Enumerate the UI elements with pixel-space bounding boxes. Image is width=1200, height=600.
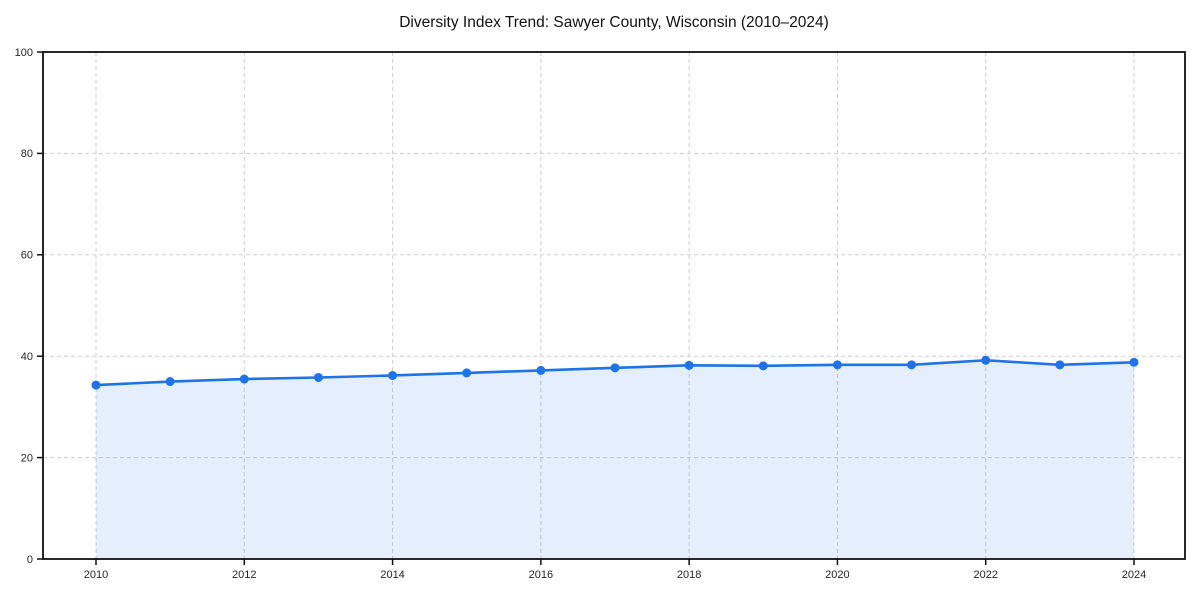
x-tick-label: 2018 bbox=[677, 569, 701, 581]
data-point-2013 bbox=[313, 372, 323, 382]
y-tick-label: 40 bbox=[21, 351, 33, 363]
x-tick-label: 2014 bbox=[380, 569, 404, 581]
data-point-2010 bbox=[91, 380, 101, 390]
data-point-2015 bbox=[462, 368, 472, 378]
plot-spines bbox=[42, 51, 1186, 560]
y-tick-label: 20 bbox=[21, 452, 33, 464]
data-point-2016 bbox=[536, 365, 546, 375]
data-point-2024 bbox=[1129, 357, 1139, 367]
data-point-2022 bbox=[981, 355, 991, 365]
x-tick-label: 2022 bbox=[973, 569, 997, 581]
x-tick-label: 2024 bbox=[1122, 569, 1146, 581]
data-point-2017 bbox=[610, 363, 620, 373]
y-tick-label: 60 bbox=[21, 250, 33, 262]
y-tick-label: 0 bbox=[27, 554, 33, 566]
grid-layer bbox=[43, 52, 1185, 559]
series-area-fill bbox=[96, 360, 1134, 559]
marker-layer bbox=[91, 355, 1139, 390]
x-tick-label: 2010 bbox=[84, 569, 108, 581]
data-point-2023 bbox=[1055, 360, 1065, 370]
data-point-2021 bbox=[907, 360, 917, 370]
axes-layer bbox=[42, 51, 1186, 560]
x-tick-label: 2016 bbox=[529, 569, 553, 581]
y-tick-label: 100 bbox=[15, 47, 33, 59]
tick-layer bbox=[37, 51, 1135, 565]
chart-title: Diversity Index Trend: Sawyer County, Wi… bbox=[399, 14, 829, 31]
y-tick-label: 80 bbox=[21, 148, 33, 160]
data-point-2011 bbox=[165, 377, 175, 387]
data-point-2018 bbox=[684, 360, 694, 370]
data-point-2014 bbox=[388, 370, 398, 380]
x-tick-label: 2012 bbox=[232, 569, 256, 581]
tick-label-layer: 0 20 40 60 80 100 2010 2012 2014 2016 2018 2020 2022… bbox=[15, 47, 1147, 581]
data-point-2012 bbox=[239, 374, 249, 384]
area-layer bbox=[96, 360, 1134, 559]
data-point-2019 bbox=[758, 361, 768, 371]
x-tick-label: 2020 bbox=[825, 569, 849, 581]
data-point-2020 bbox=[832, 360, 842, 370]
